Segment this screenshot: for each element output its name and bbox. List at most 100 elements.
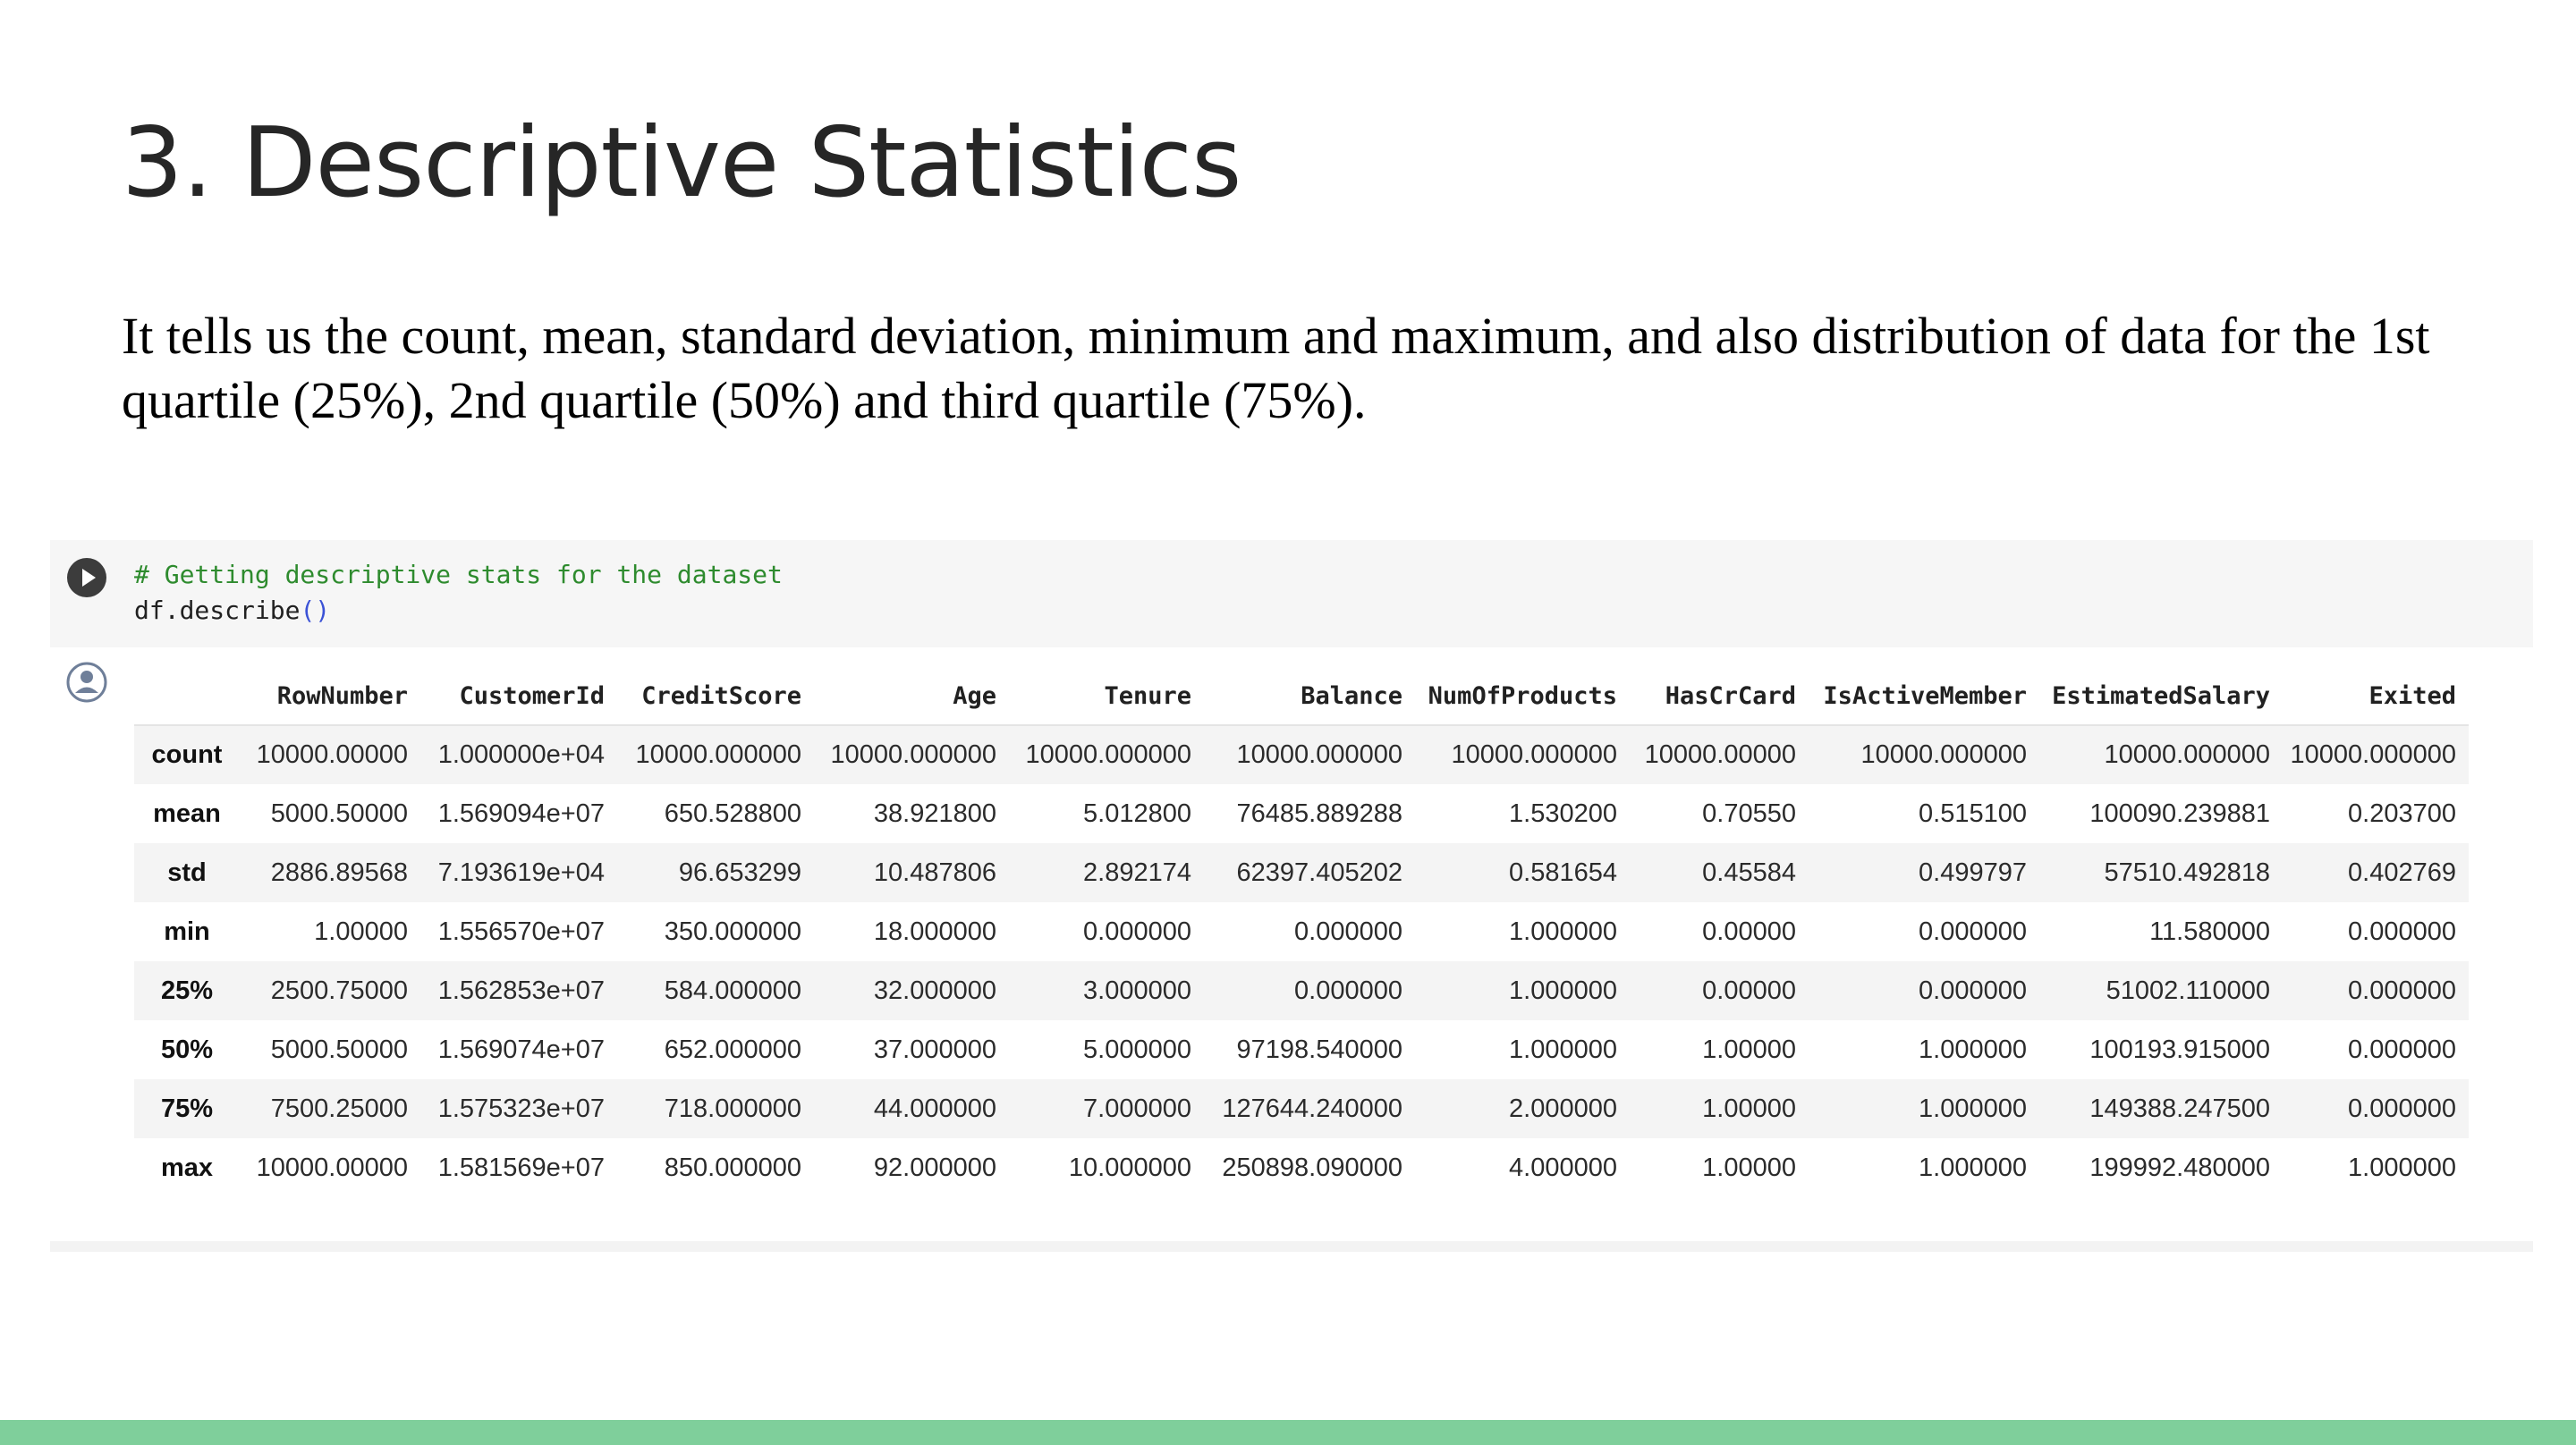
table-cell: 92.000000 <box>873 1153 996 1182</box>
table-row: 50% 5000.50000 1.569074e+07 652.000000 37.00… <box>134 1020 2469 1079</box>
table-cell: 1.000000 <box>2348 1153 2456 1182</box>
table-cell: 3.000000 <box>1083 976 1191 1005</box>
footer-bar <box>0 1420 2576 1445</box>
table-cell: 2.000000 <box>1509 1094 1617 1123</box>
table-cell: 10000.000000 <box>2104 740 2270 769</box>
table-cell: 0.499797 <box>1919 858 2027 887</box>
column-header: CustomerId <box>420 667 617 726</box>
table-cell: 4.000000 <box>1509 1153 1617 1182</box>
table-cell: 51002.110000 <box>2106 976 2270 1005</box>
table-cell: 96.653299 <box>678 858 801 887</box>
table-cell: 1.000000 <box>1919 1035 2027 1064</box>
row-label: min <box>164 917 210 946</box>
play-circle-icon[interactable] <box>66 557 107 598</box>
table-cell: 1.000000e+04 <box>437 740 605 769</box>
table-cell: 584.000000 <box>664 976 801 1005</box>
table-cell: 5000.50000 <box>270 1035 408 1064</box>
column-header: Exited <box>2283 667 2469 726</box>
code-comment: # Getting descriptive stats for the data… <box>134 560 783 589</box>
table-cell: 0.45584 <box>1702 858 1796 887</box>
user-avatar-icon <box>66 662 107 703</box>
table-cell: 1.581569e+07 <box>437 1153 605 1182</box>
table-cell: 0.000000 <box>1294 976 1402 1005</box>
table-cell: 10000.000000 <box>1236 740 1402 769</box>
table-cell: 44.000000 <box>873 1094 996 1123</box>
table-cell: 1.00000 <box>1702 1094 1796 1123</box>
table-cell: 0.402769 <box>2348 858 2456 887</box>
row-label: 75% <box>160 1094 214 1123</box>
table-cell: 57510.492818 <box>2104 858 2270 887</box>
table-cell: 1.00000 <box>314 917 408 946</box>
table-cell: 7500.25000 <box>270 1094 408 1123</box>
table-cell: 37.000000 <box>873 1035 996 1064</box>
row-label: mean <box>153 799 221 828</box>
table-cell: 250898.090000 <box>1222 1153 1402 1182</box>
table-cell: 0.515100 <box>1919 799 2027 828</box>
table-cell: 11.580000 <box>2149 917 2270 946</box>
table-cell: 127644.240000 <box>1222 1094 1402 1123</box>
table-cell: 5.012800 <box>1083 799 1191 828</box>
table-cell: 0.000000 <box>2348 1094 2456 1123</box>
row-label: count <box>151 740 223 769</box>
table-cell: 97198.540000 <box>1236 1035 1402 1064</box>
row-label: std <box>167 858 207 887</box>
column-header: HasCrCard <box>1630 667 1809 726</box>
table-cell: 650.528800 <box>664 799 801 828</box>
table-cell: 10000.000000 <box>1860 740 2027 769</box>
table-cell: 7.193619e+04 <box>437 858 605 887</box>
table-cell: 850.000000 <box>664 1153 801 1182</box>
table-row: max 10000.00000 1.581569e+07 850.000000 92.0… <box>134 1138 2469 1197</box>
table-cell: 1.556570e+07 <box>437 917 605 946</box>
table-cell: 5.000000 <box>1083 1035 1191 1064</box>
code-call-parens: () <box>300 596 331 625</box>
table-cell: 0.203700 <box>2348 799 2456 828</box>
table-cell: 10000.00000 <box>256 740 408 769</box>
table-cell: 76485.889288 <box>1236 799 1402 828</box>
output-divider <box>50 1241 2533 1252</box>
table-cell: 0.000000 <box>1294 917 1402 946</box>
table-header-row: RowNumber CustomerId CreditScore Age Tenure B… <box>134 667 2469 726</box>
table-cell: 1.000000 <box>1919 1153 2027 1182</box>
table-cell: 0.000000 <box>1919 976 2027 1005</box>
table-body: count 10000.00000 1.000000e+04 10000.000000… <box>134 725 2469 1197</box>
table-cell: 1.575323e+07 <box>437 1094 605 1123</box>
table-row: std 2886.89568 7.193619e+04 96.653299 10.487… <box>134 843 2469 902</box>
table-cell: 1.000000 <box>1509 917 1617 946</box>
table-cell: 350.000000 <box>664 917 801 946</box>
table-row: 75% 7500.25000 1.575323e+07 718.000000 44.00… <box>134 1079 2469 1138</box>
table-cell: 0.581654 <box>1509 858 1617 887</box>
column-header <box>134 667 240 726</box>
table-cell: 1.000000 <box>1919 1094 2027 1123</box>
column-header: Tenure <box>1009 667 1204 726</box>
table-cell: 1.00000 <box>1702 1153 1796 1182</box>
table-cell: 10000.000000 <box>830 740 996 769</box>
column-header: Balance <box>1204 667 1415 726</box>
table-cell: 1.530200 <box>1509 799 1617 828</box>
table-cell: 18.000000 <box>873 917 996 946</box>
table-cell: 199992.480000 <box>2089 1153 2270 1182</box>
table-cell: 10000.000000 <box>1451 740 1617 769</box>
row-label: 25% <box>160 976 214 1005</box>
code-cell[interactable]: # Getting descriptive stats for the data… <box>50 540 2533 647</box>
table-cell: 0.000000 <box>2348 917 2456 946</box>
table-cell: 652.000000 <box>664 1035 801 1064</box>
table-cell: 10.000000 <box>1068 1153 1191 1182</box>
table-cell: 0.000000 <box>2348 1035 2456 1064</box>
table-cell: 1.000000 <box>1509 976 1617 1005</box>
table-cell: 100193.915000 <box>2089 1035 2270 1064</box>
table-cell: 718.000000 <box>664 1094 801 1123</box>
table-row: mean 5000.50000 1.569094e+07 650.528800 38.9… <box>134 784 2469 843</box>
column-header: NumOfProducts <box>1415 667 1630 726</box>
code-call-name: df.describe <box>134 596 301 625</box>
table-cell: 0.00000 <box>1702 917 1796 946</box>
table-cell: 1.00000 <box>1702 1035 1796 1064</box>
table-cell: 1.569074e+07 <box>437 1035 605 1064</box>
table-cell: 1.562853e+07 <box>437 976 605 1005</box>
table-cell: 149388.247500 <box>2089 1094 2270 1123</box>
table-cell: 0.000000 <box>2348 976 2456 1005</box>
table-cell: 10000.000000 <box>1025 740 1191 769</box>
table-cell: 7.000000 <box>1083 1094 1191 1123</box>
column-header: IsActiveMember <box>1809 667 2039 726</box>
table-cell: 10000.000000 <box>635 740 801 769</box>
output-area <box>50 647 2533 1250</box>
